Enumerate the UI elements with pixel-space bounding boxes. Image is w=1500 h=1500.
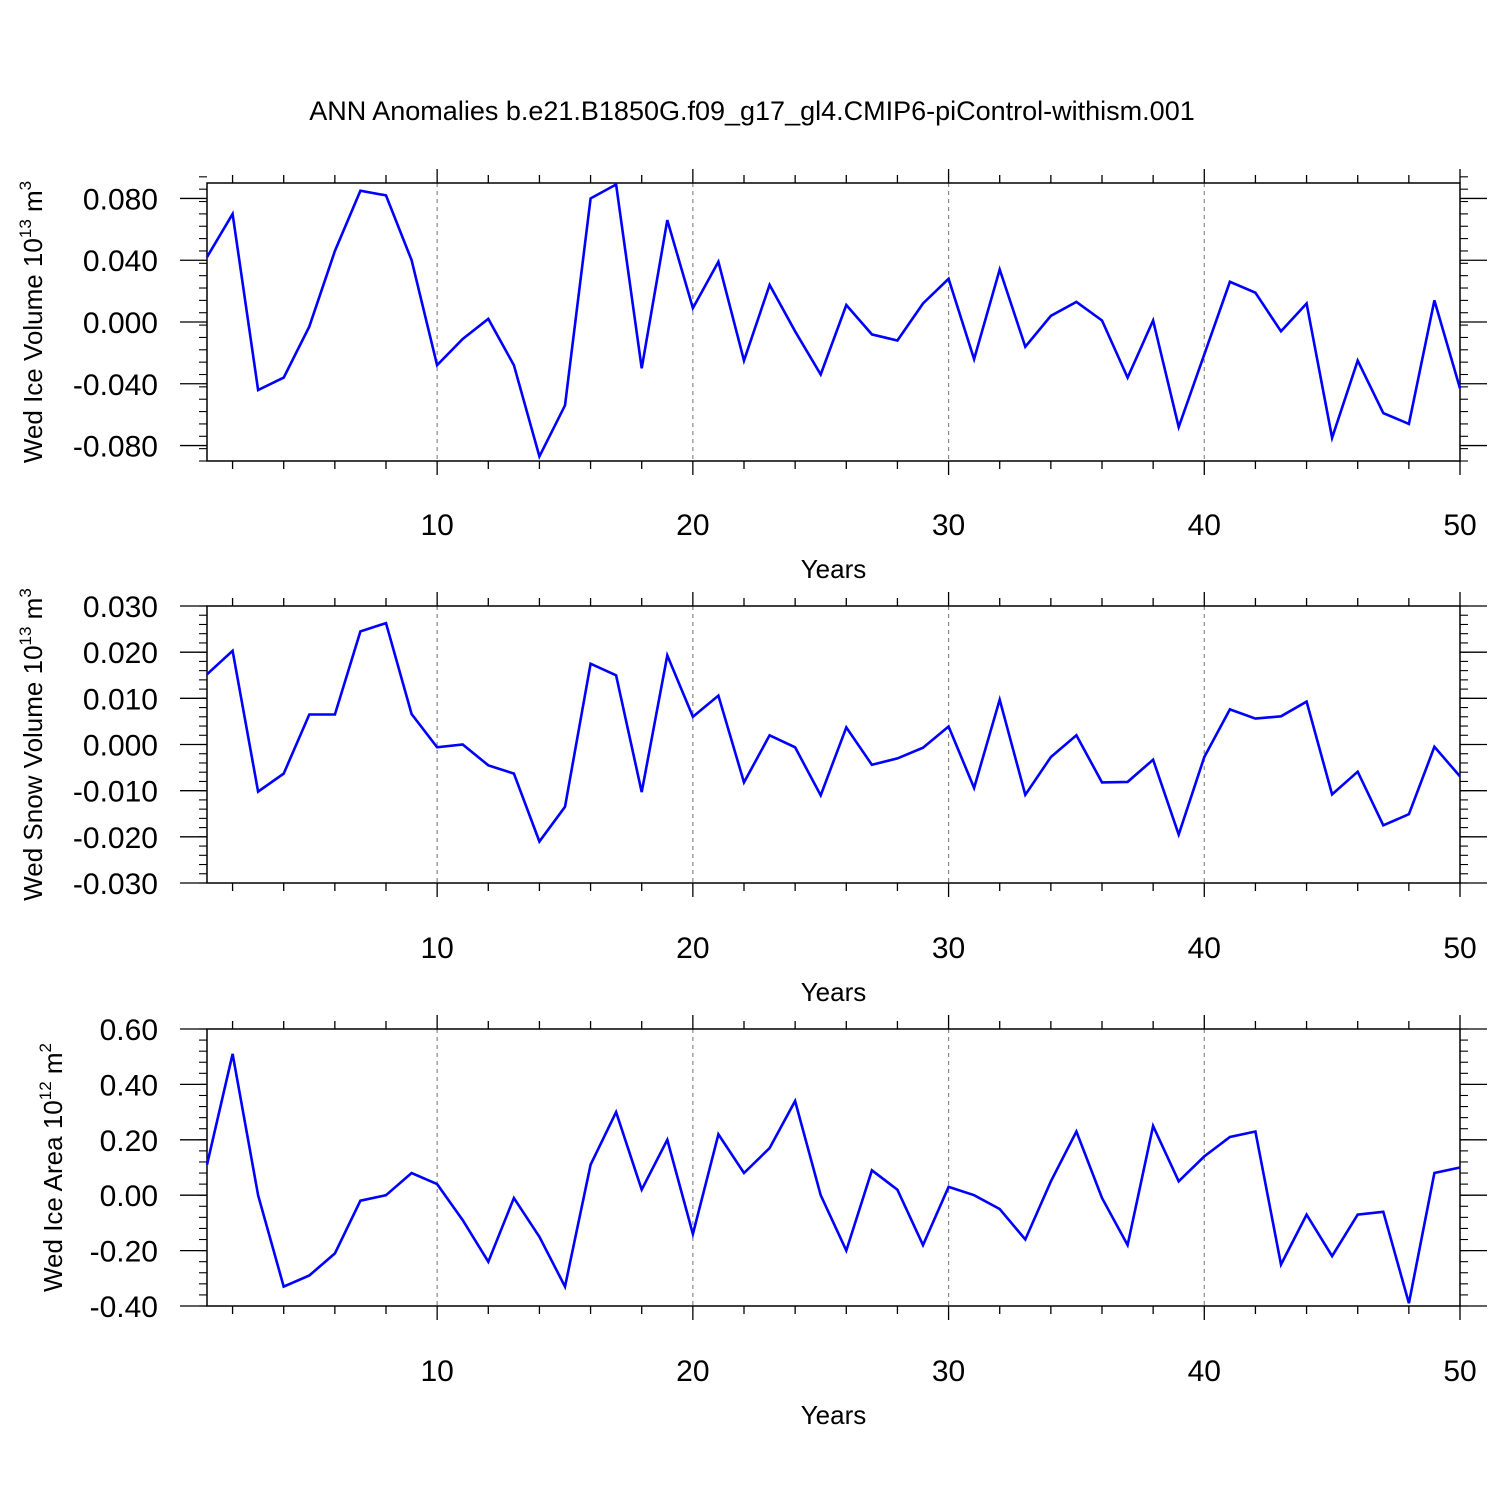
y-tick-label: 0.010 <box>83 683 158 716</box>
x-tick-label: 30 <box>932 932 965 965</box>
x-tick-label: 40 <box>1188 509 1221 542</box>
x-tick-label: 40 <box>1188 1355 1221 1388</box>
y-tick-label: 0.00 <box>100 1180 158 1213</box>
x-tick-label: 30 <box>932 509 965 542</box>
y-tick-label: 0.040 <box>83 245 158 278</box>
y-tick-label: -0.030 <box>73 868 158 901</box>
x-tick-label: 10 <box>420 1355 453 1388</box>
y-tick-label: -0.080 <box>73 431 158 464</box>
y-tick-label: -0.040 <box>73 369 158 402</box>
x-tick-label: 30 <box>932 1355 965 1388</box>
x-tick-label: 10 <box>420 509 453 542</box>
x-axis-title: Years <box>801 1400 867 1430</box>
y-tick-label: 0.020 <box>83 637 158 670</box>
y-tick-label: -0.40 <box>90 1291 158 1324</box>
x-tick-label: 20 <box>676 509 709 542</box>
y-tick-label: 0.20 <box>100 1125 158 1158</box>
y-tick-label: 0.030 <box>83 591 158 624</box>
x-tick-label: 20 <box>676 1355 709 1388</box>
figure-title: ANN Anomalies b.e21.B1850G.f09_g17_gl4.C… <box>309 96 1194 126</box>
plot-frame <box>206 182 1461 462</box>
y-axis-title: Wed Snow Volume 1013 m3 <box>16 588 48 901</box>
y-tick-label: -0.20 <box>90 1236 158 1269</box>
series-line <box>205 182 1462 460</box>
y-axis-title: Wed Ice Area 1012 m2 <box>36 1043 68 1292</box>
x-tick-label: 20 <box>676 932 709 965</box>
y-tick-label: 0.000 <box>83 730 158 763</box>
x-tick-label: 40 <box>1188 932 1221 965</box>
x-tick-label: 10 <box>420 932 453 965</box>
x-axis-title: Years <box>801 977 867 1007</box>
plot-frame <box>206 605 1461 884</box>
panel-3: 0.60 0.40 0.20 0.00 -0.20 -0.40 10 20 30 40 50 Year… <box>36 1014 1487 1430</box>
panel-1: 0.080 0.040 0.000 -0.040 -0.080 10 20 30 40 50 Yea… <box>16 169 1487 584</box>
y-tick-label: -0.010 <box>73 776 158 809</box>
y-tick-label: 0.60 <box>100 1014 158 1047</box>
panel-2: 0.030 0.020 0.010 0.000 -0.010 -0.020 -0.030 10… <box>16 588 1487 1007</box>
series-line <box>205 1053 1461 1304</box>
y-tick-label: -0.020 <box>73 822 158 855</box>
y-axis-title: Wed Ice Volume 1013 m3 <box>16 181 48 463</box>
x-axis-title: Years <box>801 554 867 584</box>
series-line <box>206 621 1461 845</box>
y-tick-label: 0.000 <box>83 307 158 340</box>
x-tick-label: 50 <box>1443 1355 1476 1388</box>
plot-frame <box>206 1028 1461 1307</box>
x-tick-label: 50 <box>1443 932 1476 965</box>
y-tick-label: 0.40 <box>100 1069 158 1102</box>
x-tick-label: 50 <box>1443 509 1476 542</box>
y-tick-label: 0.080 <box>83 183 158 216</box>
